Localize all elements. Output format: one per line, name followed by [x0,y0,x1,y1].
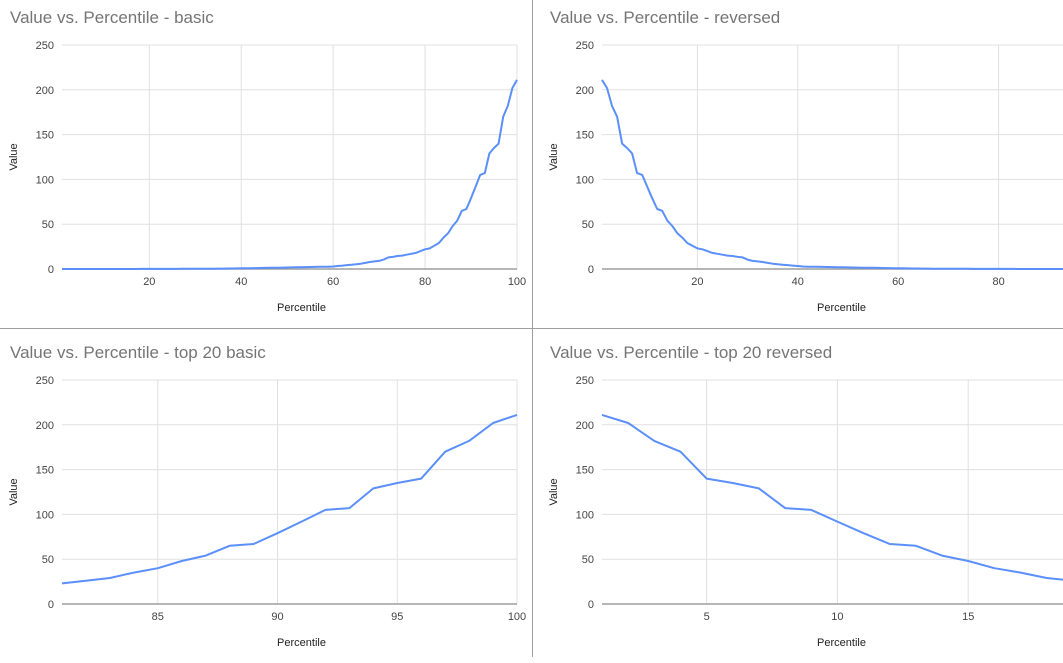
y-axis-label: Value [8,478,20,505]
y-tick-label: 100 [576,509,594,521]
y-tick-label: 250 [36,375,54,387]
series-line [62,79,518,270]
x-tick-label: 15 [962,611,974,623]
x-tick-label: 100 [508,276,526,288]
y-tick-label: 0 [48,599,54,611]
y-tick-label: 100 [36,509,54,521]
chart-title: Value vs. Percentile - basic [10,8,214,27]
y-tick-label: 0 [588,599,594,611]
chart-title: Value vs. Percentile - top 20 reversed [550,343,833,362]
x-tick-label: 20 [143,276,155,288]
chart-svg: 05010015020025020406080100PercentileValu… [548,40,1063,314]
x-axis-label: Percentile [277,302,326,314]
y-axis-label: Value [548,478,560,505]
y-tick-label: 150 [36,130,54,142]
x-tick-label: 80 [419,276,431,288]
panel-divider-horizontal [0,328,1063,329]
y-tick-label: 50 [582,554,594,566]
chart-svg: 0 50 100 150 200 250 20 40 60 80 100 Percentile Valu… [8,40,526,314]
y-tick-label: 50 [582,219,594,231]
y-tick-label: 250 [36,40,54,52]
series-line [61,413,518,585]
y-tick-label: 150 [576,130,594,142]
chart-reversed: Value vs. Percentile - reversed 0 50 100 15… [540,0,1063,328]
x-tick-label: 10 [831,611,843,623]
x-tick-label: 20 [691,276,703,288]
y-axis-label: Value [8,143,20,170]
x-tick-label: 100 [508,611,526,623]
y-tick-label: 0 [48,264,54,276]
y-tick-label: 100 [576,174,594,186]
y-tick-label: 100 [36,174,54,186]
y-tick-label: 200 [576,420,594,432]
x-tick-label: 90 [271,611,283,623]
y-tick-label: 200 [36,85,54,97]
chart-title: Value vs. Percentile - top 20 basic [10,343,266,362]
y-tick-label: 0 [588,264,594,276]
chart-top20-reversed: Value vs. Percentile - top 20 reversed 0… [540,335,1063,663]
x-tick-label: 40 [235,276,247,288]
y-tick-label: 150 [576,465,594,477]
chart-title: Value vs. Percentile - reversed [550,8,781,27]
y-tick-label: 50 [42,219,54,231]
chart-top20-basic: Value vs. Percentile - top 20 basic 0 50 1… [0,335,531,663]
series-line [601,413,1063,581]
y-tick-label: 200 [36,420,54,432]
chart-basic: Value vs. Percentile - basic 0 50 100 150 20… [0,0,531,328]
y-tick-label: 50 [42,554,54,566]
x-axis-label: Percentile [277,637,326,649]
y-tick-label: 150 [36,465,54,477]
x-axis-label: Percentile [817,637,866,649]
x-tick-label: 60 [892,276,904,288]
chart-svg: 0 50 100 150 200 250 85 90 95 100 Percentile Value [8,375,526,649]
y-tick-label: 200 [576,85,594,97]
x-tick-label: 95 [391,611,403,623]
x-axis-label: Percentile [817,302,866,314]
y-tick-label: 250 [576,375,594,387]
x-tick-label: 80 [992,276,1004,288]
series-line [601,79,1063,270]
x-tick-label: 60 [327,276,339,288]
x-tick-label: 85 [152,611,164,623]
chart-svg: 0501001502002505101520PercentileValue [548,375,1063,649]
x-tick-label: 5 [704,611,710,623]
y-axis-label: Value [548,143,560,170]
x-tick-label: 40 [792,276,804,288]
y-tick-label: 250 [576,40,594,52]
